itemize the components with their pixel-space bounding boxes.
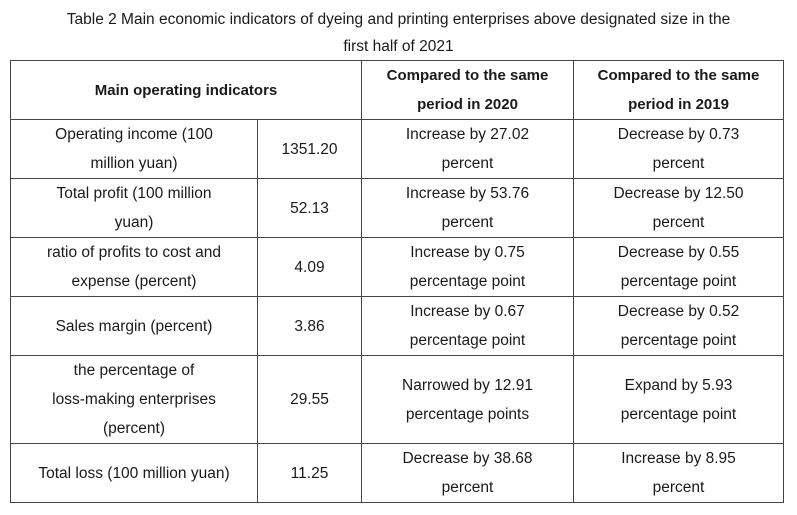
table-row: Total loss (100 million yuan) 11.25 Decr… bbox=[10, 443, 784, 503]
vs-2019-line: percentage point bbox=[620, 332, 737, 349]
indicator-line: million yuan) bbox=[90, 155, 178, 172]
indicator-line: ratio of profits to cost and bbox=[46, 244, 222, 261]
indicator-cell: Sales margin (percent) bbox=[10, 296, 258, 356]
vs-2019-line: percent bbox=[652, 479, 705, 496]
vs-2020-line: percentage point bbox=[409, 332, 526, 349]
header-vs-2019: Compared to the same period in 2019 bbox=[573, 60, 784, 120]
value-cell: 4.09 bbox=[257, 237, 362, 297]
vs-2019-cell: Decrease by 0.52 percentage point bbox=[573, 296, 784, 356]
indicator-cell: the percentage of loss-making enterprise… bbox=[10, 355, 258, 444]
vs-2019-cell: Decrease by 12.50 percent bbox=[573, 178, 784, 238]
indicator-cell: Total loss (100 million yuan) bbox=[10, 443, 258, 503]
indicator-cell: Operating income (100 million yuan) bbox=[10, 119, 258, 179]
indicator-cell: ratio of profits to cost and expense (pe… bbox=[10, 237, 258, 297]
vs-2019-cell: Decrease by 0.73 percent bbox=[573, 119, 784, 179]
vs-2019-line: percentage point bbox=[620, 273, 737, 290]
vs-2020-cell: Increase by 53.76 percent bbox=[361, 178, 574, 238]
table-caption: Table 2 Main economic indicators of dyei… bbox=[0, 6, 797, 60]
value-cell: 29.55 bbox=[257, 355, 362, 444]
vs-2020-cell: Increase by 0.75 percentage point bbox=[361, 237, 574, 297]
indicator-line: Total profit (100 million bbox=[56, 185, 212, 202]
vs-2019-line: Decrease by 0.55 bbox=[617, 244, 740, 261]
vs-2020-line: Increase by 0.75 bbox=[410, 244, 525, 261]
vs-2020-line: Narrowed by 12.91 bbox=[402, 376, 533, 394]
vs-2020-cell: Increase by 0.67 percentage point bbox=[361, 296, 574, 356]
vs-2020-line: percentage point bbox=[409, 273, 526, 290]
value-cell: 11.25 bbox=[257, 443, 362, 503]
vs-2019-line: Decrease by 0.73 bbox=[617, 126, 740, 143]
vs-2020-line: percent bbox=[441, 214, 494, 231]
vs-2020-cell: Decrease by 38.68 percent bbox=[361, 443, 574, 503]
indicator-line: loss-making enterprises bbox=[52, 391, 216, 408]
table-row: the percentage of loss-making enterprise… bbox=[10, 355, 784, 444]
indicator-line: Total loss (100 million yuan) bbox=[38, 464, 230, 482]
indicator-line: yuan) bbox=[114, 214, 154, 231]
table-row: ratio of profits to cost and expense (pe… bbox=[10, 237, 784, 297]
table-row: Total profit (100 million yuan) 52.13 In… bbox=[10, 178, 784, 238]
header-vs-2019-line-1: Compared to the same bbox=[597, 67, 760, 84]
vs-2019-line: Increase by 8.95 bbox=[621, 450, 736, 467]
table-row: Operating income (100 million yuan) 1351… bbox=[10, 119, 784, 179]
indicator-line: Operating income (100 bbox=[55, 126, 213, 143]
value-cell: 3.86 bbox=[257, 296, 362, 356]
vs-2019-line: percent bbox=[652, 155, 705, 172]
vs-2020-line: Decrease by 38.68 bbox=[402, 450, 533, 467]
vs-2020-line: Increase by 53.76 bbox=[405, 185, 530, 202]
caption-line-2: first half of 2021 bbox=[343, 38, 454, 55]
vs-2019-line: percent bbox=[652, 214, 705, 231]
header-main-indicators: Main operating indicators bbox=[10, 60, 362, 120]
vs-2019-cell: Increase by 8.95 percent bbox=[573, 443, 784, 503]
header-row: Main operating indicators Compared to th… bbox=[10, 60, 784, 120]
vs-2020-cell: Increase by 27.02 percent bbox=[361, 119, 574, 179]
vs-2020-line: percent bbox=[441, 479, 494, 496]
indicator-cell: Total profit (100 million yuan) bbox=[10, 178, 258, 238]
vs-2019-cell: Expand by 5.93 percentage point bbox=[573, 355, 784, 444]
vs-2019-cell: Decrease by 0.55 percentage point bbox=[573, 237, 784, 297]
indicator-line: the percentage of bbox=[73, 362, 195, 379]
vs-2020-line: percent bbox=[441, 155, 494, 172]
indicator-line: Sales margin (percent) bbox=[55, 317, 213, 335]
vs-2020-line: Increase by 0.67 bbox=[410, 303, 525, 320]
value-cell: 52.13 bbox=[257, 178, 362, 238]
vs-2019-line: Decrease by 0.52 bbox=[617, 303, 740, 320]
vs-2020-line: Increase by 27.02 bbox=[405, 126, 530, 143]
vs-2019-line: Expand by 5.93 bbox=[624, 376, 733, 394]
vs-2020-cell: Narrowed by 12.91 percentage points bbox=[361, 355, 574, 444]
vs-2019-line: percentage point bbox=[620, 405, 737, 423]
indicators-table: Main operating indicators Compared to th… bbox=[10, 60, 784, 503]
header-vs-2019-line-2: period in 2019 bbox=[628, 96, 729, 113]
header-vs-2020: Compared to the same period in 2020 bbox=[361, 60, 574, 120]
vs-2020-line: percentage points bbox=[405, 405, 530, 423]
caption-line-1: Table 2 Main economic indicators of dyei… bbox=[66, 11, 731, 28]
indicator-line: expense (percent) bbox=[71, 273, 197, 290]
value-cell: 1351.20 bbox=[257, 119, 362, 179]
table-row: Sales margin (percent) 3.86 Increase by … bbox=[10, 296, 784, 356]
header-vs-2020-line-1: Compared to the same bbox=[386, 67, 549, 84]
indicator-line: (percent) bbox=[102, 420, 166, 437]
header-vs-2020-line-2: period in 2020 bbox=[417, 96, 518, 113]
vs-2019-line: Decrease by 12.50 bbox=[613, 185, 744, 202]
